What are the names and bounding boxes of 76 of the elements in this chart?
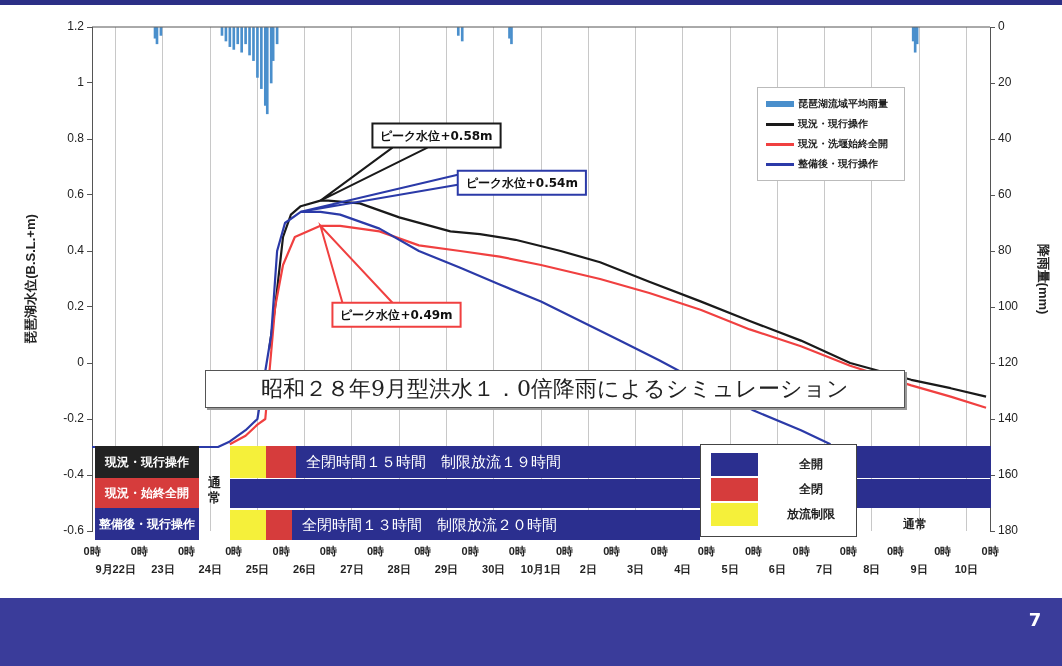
- annotation: ピーク水位+0.58m: [380, 128, 493, 143]
- x-tick-label: 0時: [319, 544, 337, 557]
- x2-tick-label: 27日: [340, 562, 364, 575]
- y-axis-title: 琵琶湖水位(B.S.L.+m): [23, 214, 39, 344]
- legend-label: 琵琶湖流域平均雨量: [798, 97, 888, 111]
- y-tick-label: -0.4: [63, 467, 85, 482]
- x-tick-label: 0時: [225, 544, 243, 557]
- x2-tick-label: 9日: [910, 562, 928, 575]
- x-tick-label: 0時: [508, 544, 526, 557]
- legend-label: 現況・現行操作: [798, 117, 868, 131]
- y-tick-label: 0.2: [67, 299, 85, 314]
- y2-tick-label: 60: [998, 187, 1012, 202]
- x2-tick-label: 24日: [198, 562, 222, 575]
- x2-tick-label: 29日: [434, 562, 459, 575]
- legend-label: 現況・洗堰始終全開: [798, 137, 888, 151]
- y-tick-label: 0.8: [67, 131, 85, 146]
- y2-tick-label: 20: [998, 75, 1012, 90]
- y2-tick-label: 160: [998, 467, 1019, 482]
- x-tick-label: 0時: [367, 544, 385, 557]
- annotation: ピーク水位+0.54m: [465, 175, 578, 190]
- y2-tick-label: 180: [998, 523, 1019, 538]
- x-tick-label: 0時: [130, 544, 148, 557]
- annotation: ピーク水位+0.49m: [340, 307, 453, 322]
- x-tick-label: 0時: [745, 544, 763, 557]
- text: 7: [1027, 607, 1043, 632]
- x2-tick-label: 28日: [387, 562, 411, 575]
- x-tick-label: 0時: [272, 544, 290, 557]
- annotation: 全閉時間１５時間 制限放流１９時間: [306, 452, 561, 471]
- y2-tick-label: 140: [998, 411, 1019, 426]
- legend-label: 整備後・現行操作: [798, 157, 878, 171]
- y2-tick-label: 120: [998, 355, 1019, 370]
- y-tick-label: 0.6: [67, 187, 85, 202]
- annotation: 現況・始終全開: [95, 478, 199, 508]
- x-tick-label: 0時: [83, 544, 101, 557]
- x2-tick-label: 23日: [151, 562, 175, 575]
- y2-tick-label: 0: [998, 19, 1005, 34]
- x2-tick-label: 26日: [293, 562, 317, 575]
- x2-tick-label: 6日: [768, 562, 786, 575]
- x-tick-label: 0時: [461, 544, 479, 557]
- y-tick-label: 1.2: [67, 19, 85, 34]
- x2-tick-label: 10日: [954, 562, 978, 575]
- y2-tick-label: 100: [998, 299, 1019, 314]
- y-tick-label: 0.4: [67, 243, 85, 258]
- x-tick-label: 0時: [839, 544, 857, 557]
- y-tick-label: -0.2: [63, 411, 85, 426]
- annotation: 整備後・現行操作: [95, 508, 199, 540]
- x-tick-label: 0時: [603, 544, 621, 557]
- x2-tick-label: 7日: [816, 562, 834, 575]
- annotation: 全閉時間１３時間 制限放流２０時間: [292, 510, 700, 540]
- y2-tick-label: 40: [998, 131, 1012, 146]
- x-tick-label: 0時: [934, 544, 952, 557]
- x-tick-label: 0時: [792, 544, 810, 557]
- annotation: 通常: [206, 474, 222, 507]
- x2-tick-label: 4日: [674, 562, 692, 575]
- x2-tick-label: 10月1日: [520, 562, 562, 575]
- y-tick-label: 0: [77, 355, 85, 370]
- y-tick-label: -0.6: [63, 523, 85, 538]
- x-tick-label: 0時: [981, 544, 999, 557]
- x2-tick-label: 9月22日: [95, 562, 136, 575]
- x-tick-label: 0時: [650, 544, 668, 557]
- x-tick-label: 0時: [414, 544, 432, 557]
- x-tick-label: 0時: [886, 544, 905, 557]
- x-tick-label: 0時: [177, 544, 196, 557]
- x2-tick-label: 5日: [721, 562, 739, 575]
- x-tick-label: 0時: [556, 544, 574, 557]
- x2-tick-label: 8日: [863, 562, 881, 575]
- x2-tick-label: 25日: [245, 562, 270, 575]
- y-tick-label: 1: [77, 75, 85, 90]
- y2-tick-label: 80: [998, 243, 1012, 258]
- annotation: 現況・現行操作: [95, 446, 199, 478]
- x2-tick-label: 3日: [626, 562, 645, 575]
- x-tick-label: 0時: [697, 544, 715, 557]
- x2-tick-label: 2日: [579, 562, 597, 575]
- annotation: 通常: [902, 515, 928, 533]
- x2-tick-label: 30日: [482, 562, 506, 575]
- y2-axis-title: 降雨量(mm): [1035, 243, 1051, 315]
